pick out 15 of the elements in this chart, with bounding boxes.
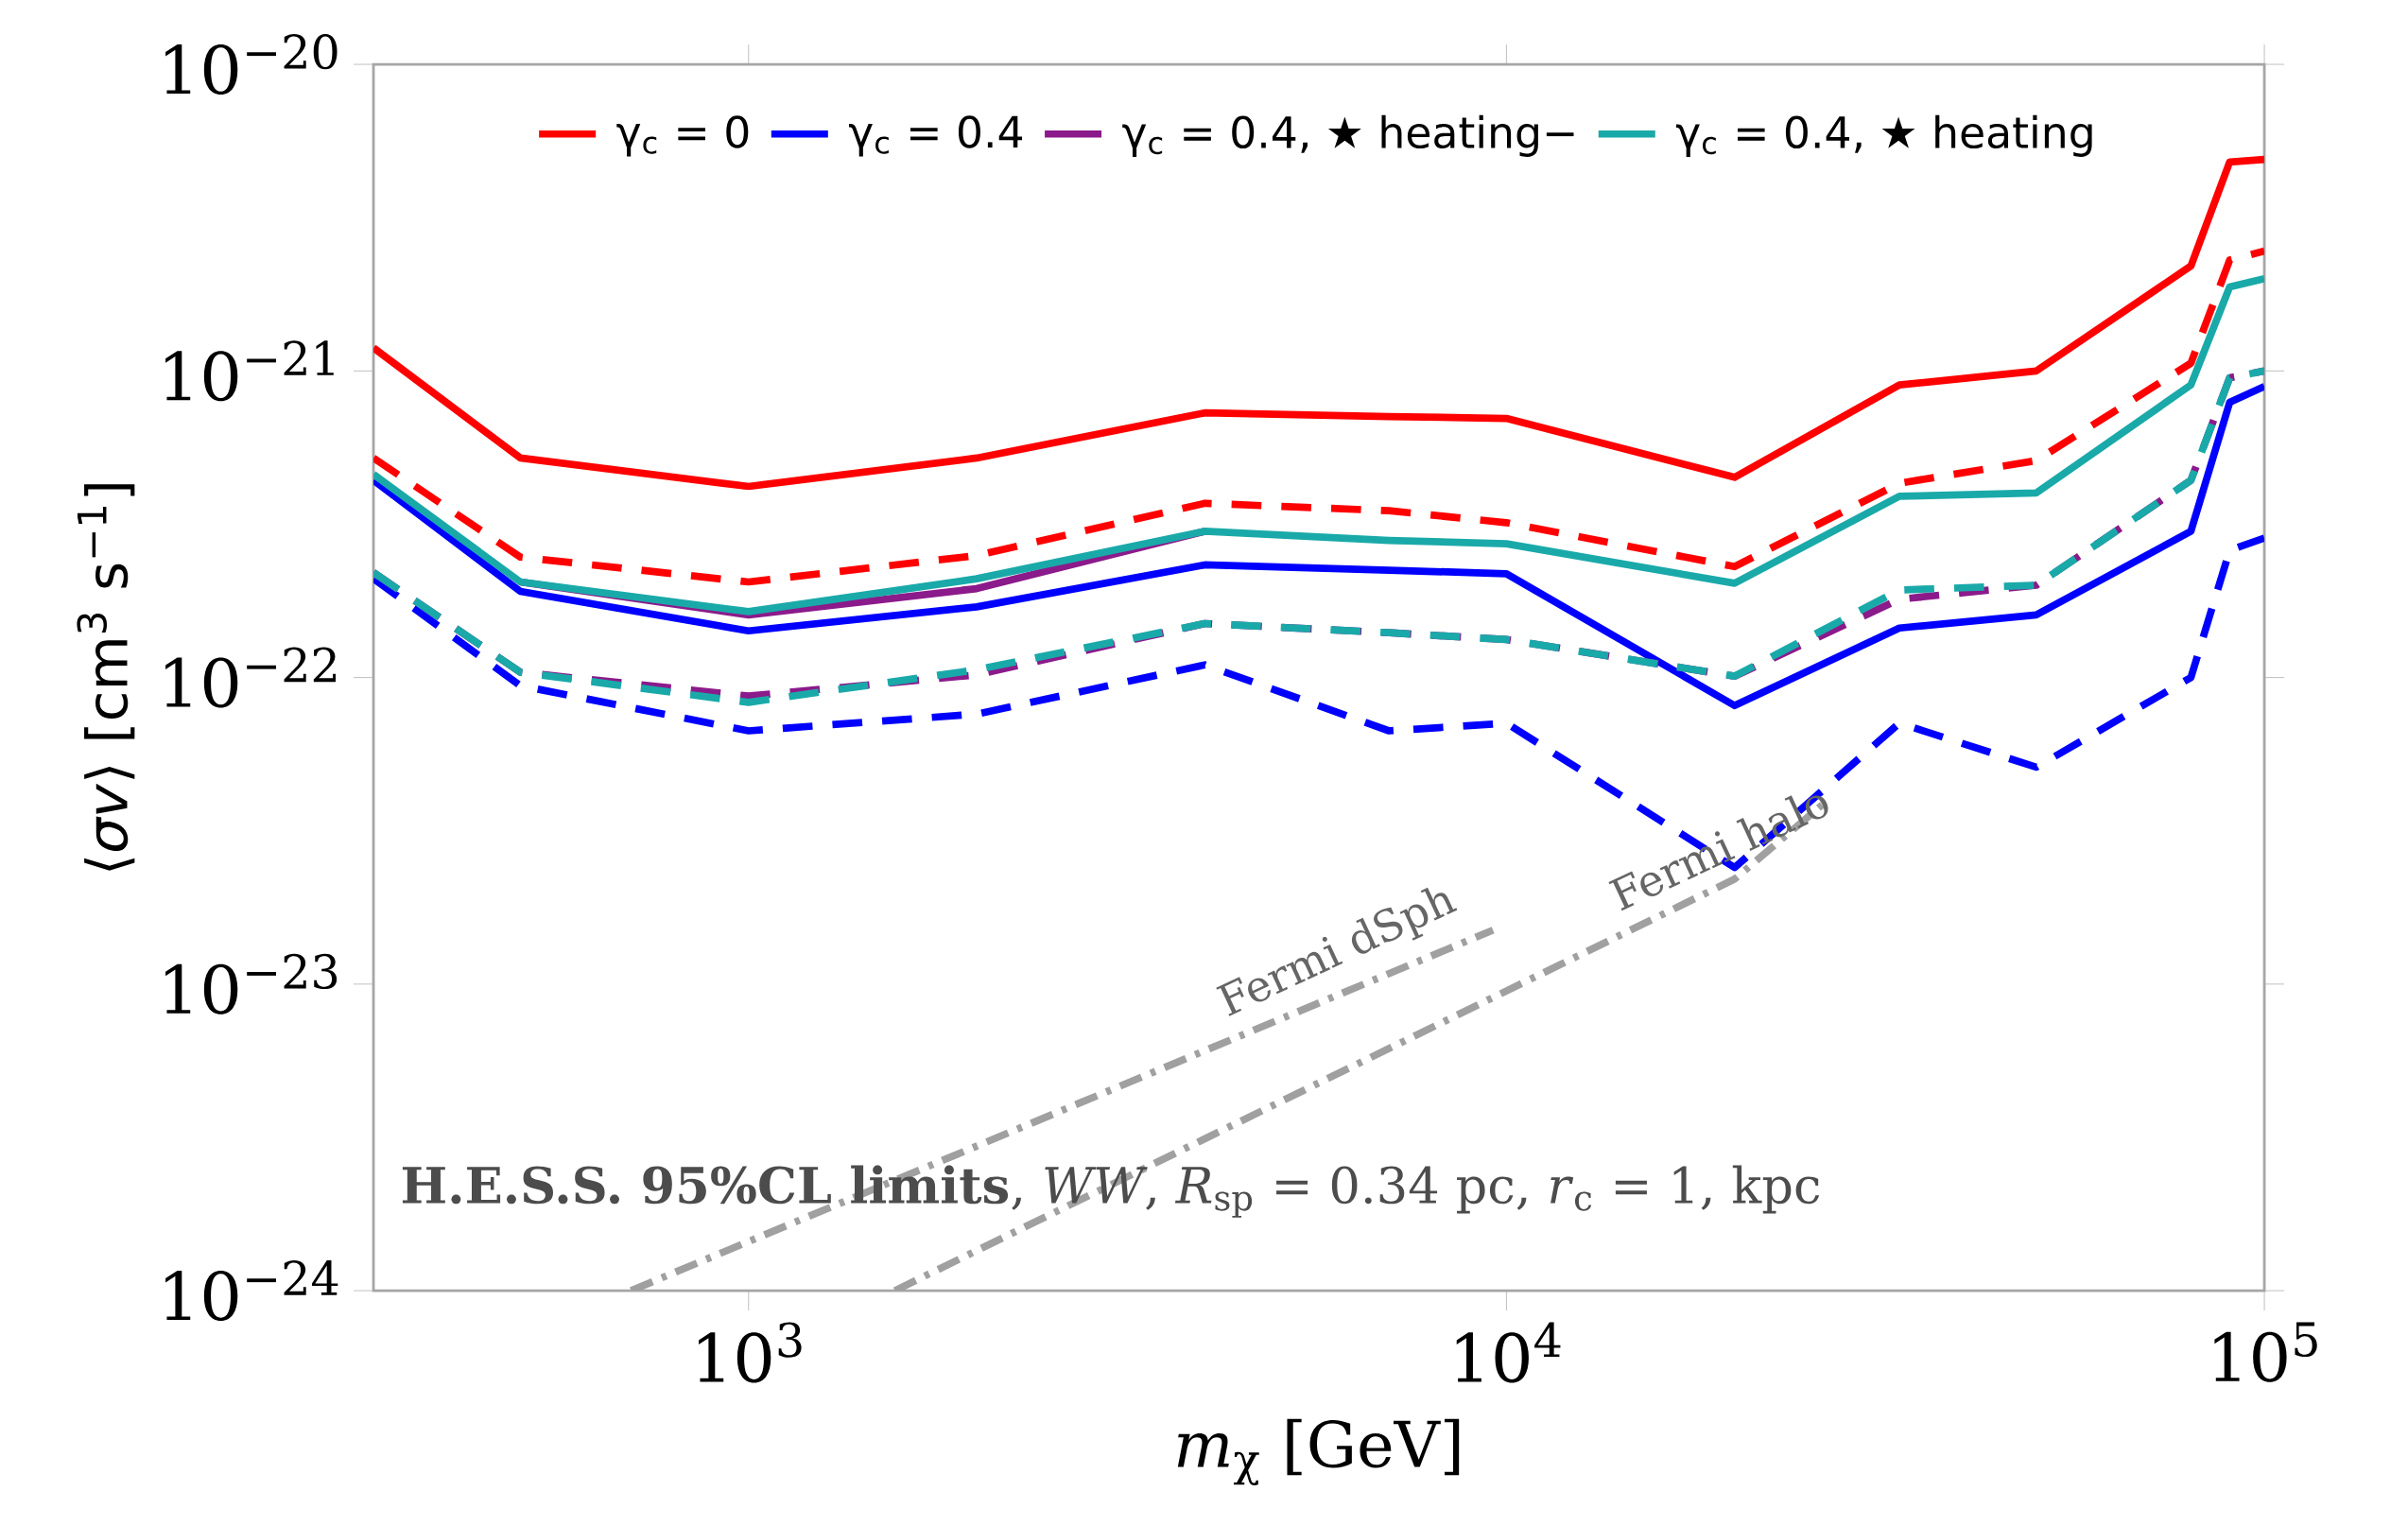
text: H.E.S.S. 95%CL limits, WW, R$_{sp}$ = 0.34 pc, r$_{c}$ = 1, kpc [402,1165,1820,1218]
y-tick-label: 10$^{−21}$ [165,340,334,402]
y-axis-title: ⟨σv⟩ [cm$^{3}$ s$^{−1}$] [77,484,135,871]
legend-label: γ$_{c}$ = 0.4, ★ heating− [1122,114,1574,157]
legend-label: γ$_{c}$ = 0 [616,115,749,157]
y-tick-label: 10$^{−20}$ [165,34,338,95]
x-tick-label: 10$^{4}$ [1456,1322,1561,1383]
x-axis-title: m$_{χ}$ [GeV] [1177,1418,1460,1485]
x-tick-label: 10$^{3}$ [699,1322,802,1383]
y-tick-label: 10$^{−24}$ [165,1260,338,1322]
y-tick-label: 10$^{−22}$ [165,647,336,708]
x-tick-label: 10$^{5}$ [2214,1322,2317,1382]
legend-label: γ$_{c}$ = 0.4, ★ heating [1675,114,2092,157]
y-tick-label: 10$^{−23}$ [165,953,338,1014]
legend-label: γ$_{c}$ = 0.4 [848,115,1023,157]
